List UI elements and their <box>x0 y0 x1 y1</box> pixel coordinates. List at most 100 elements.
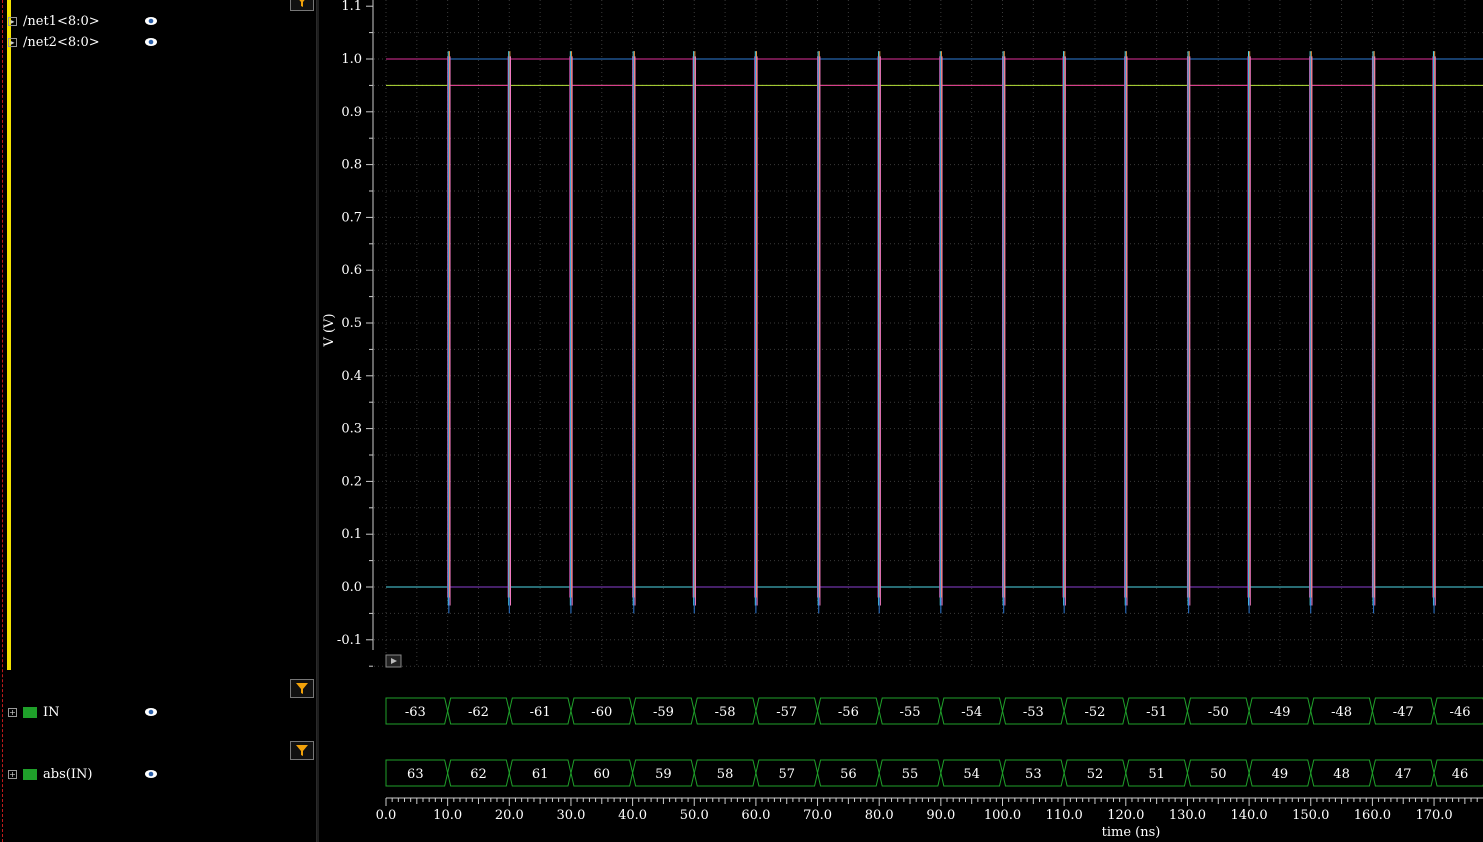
bus-abs-in-value: 63 <box>407 767 424 782</box>
x-tick-label: 110.0 <box>1046 808 1083 823</box>
y-tick-label: 0.2 <box>341 474 362 489</box>
plot-grid <box>374 0 1483 667</box>
bus-in-value: -46 <box>1450 705 1471 720</box>
x-tick-label: 90.0 <box>926 808 955 823</box>
x-tick-label: 80.0 <box>865 808 894 823</box>
filter-icon[interactable] <box>290 741 314 760</box>
x-tick-label: 160.0 <box>1354 808 1391 823</box>
bus-in-value: -53 <box>1023 705 1044 720</box>
bus-abs-in-value: 52 <box>1087 767 1104 782</box>
signal-label-net1: /net1<8:0> <box>23 13 100 29</box>
filter-icon[interactable] <box>290 0 314 11</box>
eye-icon[interactable] <box>144 16 158 26</box>
bus-in-value: -61 <box>530 705 551 720</box>
y-tick-label: 0.9 <box>341 105 362 120</box>
x-tick-label: 130.0 <box>1169 808 1206 823</box>
bus-abs-in-segment <box>1433 759 1483 787</box>
filter-icon[interactable] <box>290 679 314 698</box>
bus-abs-in-value: 46 <box>1452 767 1469 782</box>
bus-abs-in-value: 58 <box>717 767 734 782</box>
bus-in-value: -59 <box>653 705 674 720</box>
x-axis-label: time (ns) <box>1102 825 1161 840</box>
bus-in-value: -54 <box>961 705 982 720</box>
eye-icon[interactable] <box>144 707 158 717</box>
signal-row-net2[interactable]: ▸ /net2<8:0> <box>8 33 100 51</box>
bus-in-value: -55 <box>900 705 921 720</box>
marker-line <box>2 0 3 842</box>
plus-expander-icon[interactable]: + <box>8 707 17 717</box>
bus-in: -63 -62 -61 -60 -59 -58 -57 -56 -55 -54 -53 -52 -51 -… <box>385 697 1483 725</box>
bus-abs-in-value: 55 <box>902 767 919 782</box>
bus-in-segment <box>1433 697 1483 725</box>
bus-in-value: -63 <box>405 705 426 720</box>
signal-row-abs-in[interactable]: + abs(IN) <box>8 765 92 783</box>
signal-row-net1[interactable]: ▸ /net1<8:0> <box>8 12 100 30</box>
x-tick-label: 100.0 <box>984 808 1021 823</box>
bus-in-value: -58 <box>715 705 736 720</box>
x-axis: 0.0 10.0 20.0 30.0 40.0 50.0 60.0 70.0 80.0 90.0 1… <box>376 797 1483 823</box>
y-tick-label: 0.6 <box>341 263 362 278</box>
bus-in-value: -50 <box>1208 705 1229 720</box>
bus-in-value: -62 <box>468 705 489 720</box>
signal-label-abs-in: abs(IN) <box>43 766 93 782</box>
chevron-right-icon[interactable]: ▸ <box>8 16 17 26</box>
strip-selection-bar[interactable] <box>7 0 11 670</box>
bus-abs-in-value: 48 <box>1333 767 1350 782</box>
eye-icon[interactable] <box>144 769 158 779</box>
y-tick-label: 0.8 <box>341 158 362 173</box>
bus-abs-in-value: 56 <box>840 767 857 782</box>
x-tick-label: 10.0 <box>433 808 462 823</box>
x-tick-label: 170.0 <box>1415 808 1452 823</box>
bus-in-value: -56 <box>838 705 859 720</box>
bus-abs-in-value: 51 <box>1148 767 1165 782</box>
bus-abs-in: 63 62 61 60 59 58 57 56 55 54 53 52 51 50 49 48 47 46 <box>385 759 1483 787</box>
x-tick-label: 50.0 <box>680 808 709 823</box>
bus-abs-in-value: 61 <box>532 767 549 782</box>
bus-abs-in-value: 47 <box>1395 767 1412 782</box>
bus-abs-in-value: 57 <box>778 767 795 782</box>
bus-abs-in-value: 50 <box>1210 767 1227 782</box>
signal-label-in: IN <box>43 704 60 720</box>
y-tick-label: 1.0 <box>341 52 362 67</box>
signal-row-in[interactable]: + IN <box>8 703 60 721</box>
color-swatch <box>23 706 37 718</box>
x-tick-label: 40.0 <box>618 808 647 823</box>
bus-in-value: -57 <box>776 705 797 720</box>
bus-in-value: -52 <box>1085 705 1106 720</box>
y-tick-label: 0.7 <box>341 210 362 225</box>
x-tick-label: 60.0 <box>741 808 770 823</box>
x-tick-label: 140.0 <box>1230 808 1267 823</box>
bus-abs-in-value: 62 <box>470 767 487 782</box>
eye-icon[interactable] <box>144 37 158 47</box>
signal-browser-panel: ▸ /net1<8:0> ▸ /net2<8:0> + IN + abs(IN) <box>0 0 317 842</box>
y-axis: 1.1 1.0 0.9 0.8 0.7 0.6 0.5 0.4 0.3 0.2 0.1 0.0 -0.1 <box>337 0 374 667</box>
bus-in-value: -48 <box>1331 705 1352 720</box>
bus-in-segment <box>385 697 449 725</box>
y-tick-label: 1.1 <box>341 0 362 14</box>
y-tick-label: 0.3 <box>341 422 362 437</box>
analog-traces <box>386 51 1483 614</box>
play-triangle-icon <box>385 654 402 668</box>
y-tick-label: -0.1 <box>337 633 362 648</box>
y-axis-label: V (V) <box>322 313 337 347</box>
x-tick-label: 30.0 <box>556 808 585 823</box>
bus-abs-in-value: 54 <box>963 767 980 782</box>
chevron-right-icon[interactable]: ▸ <box>8 37 17 47</box>
y-tick-label: 0.5 <box>341 316 362 331</box>
bus-in-value: -60 <box>591 705 612 720</box>
x-tick-label: 120.0 <box>1107 808 1144 823</box>
bus-abs-in-segment <box>385 759 449 787</box>
bus-abs-in-value: 59 <box>655 767 672 782</box>
signal-label-net2: /net2<8:0> <box>23 34 100 50</box>
color-swatch <box>23 768 37 780</box>
plus-expander-icon[interactable]: + <box>8 769 17 779</box>
y-tick-label: 0.4 <box>341 369 362 384</box>
panel-divider[interactable] <box>316 0 319 842</box>
x-tick-label: 0.0 <box>376 808 397 823</box>
y-tick-label: 0.0 <box>341 580 362 595</box>
bus-abs-in-value: 60 <box>594 767 611 782</box>
bus-abs-in-value: 49 <box>1272 767 1289 782</box>
bus-in-value: -49 <box>1269 705 1290 720</box>
x-tick-label: 20.0 <box>495 808 524 823</box>
